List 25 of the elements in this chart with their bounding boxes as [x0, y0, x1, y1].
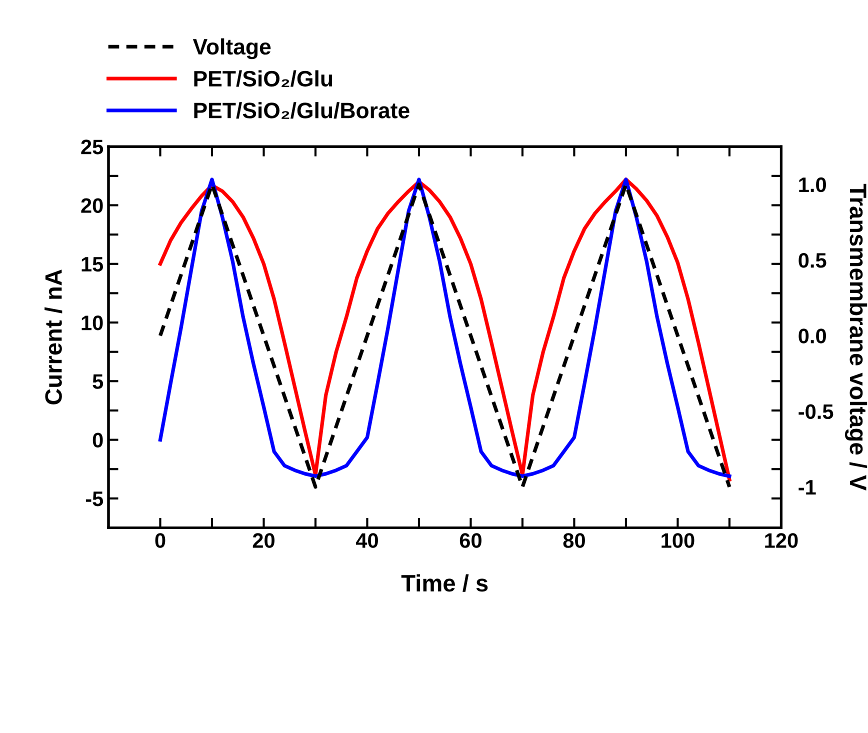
y-tick-label: 0: [92, 432, 103, 448]
y2-tick-label: 0.5: [798, 253, 826, 268]
x-tick-label: 60: [460, 533, 482, 548]
y2-tick-label: 1.0: [799, 177, 826, 192]
x-tick-label: 0: [155, 533, 166, 548]
legend-label: PET/SiO₂/Glu/Borate: [194, 102, 410, 119]
x-tick-label: 80: [563, 533, 585, 548]
y2-tick-label: -0.5: [798, 404, 834, 420]
y-tick-label: -5: [86, 492, 104, 506]
x-tick-label: 40: [356, 533, 378, 548]
y-axis-title: Current / nA: [44, 270, 62, 404]
y2-axis-title: Transmembrane voltage / V: [844, 184, 868, 491]
y-tick-label: 15: [82, 257, 104, 272]
y2-tick-label: 0.0: [798, 328, 826, 344]
legend-label: PET/SiO₂/Glu: [194, 70, 332, 88]
y2-tick-label: -1: [798, 480, 816, 494]
y-tick-label: 5: [92, 374, 104, 389]
x-axis-title: Time / s: [401, 574, 488, 592]
y-tick-label: 20: [81, 198, 103, 213]
x-tick-label: 120: [765, 533, 798, 548]
y-tick-label: 10: [82, 316, 103, 330]
x-tick-label: 20: [252, 533, 274, 548]
x-tick-label: 100: [662, 533, 694, 548]
y-tick-label: 25: [81, 140, 104, 154]
legend-label: Voltage: [192, 38, 271, 60]
